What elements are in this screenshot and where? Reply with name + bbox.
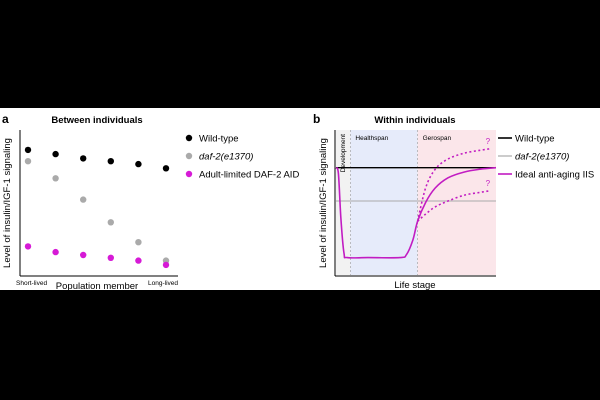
panel-a-x-axis-label: Population member: [56, 281, 138, 290]
point-daf-2-e1370-5: [135, 239, 142, 246]
point-wild-type-4: [107, 158, 115, 165]
panel-a-legend: Wild-type daf-2(e1370) Adult-limited DAF-2…: [185, 134, 299, 181]
legend-marker-adult-limited-daf-2-aid: [185, 170, 193, 178]
stage-label-development: Development: [340, 134, 347, 172]
stage-band-healthspan: [350, 130, 418, 275]
panel-b-title: Within individuals: [374, 115, 455, 126]
panel-a-y-axis-label: Level of insulin/IGF-1 signaling: [2, 138, 13, 268]
point-adult-limited-daf-2-aid-4: [107, 254, 115, 261]
panel-b-lines: ??: [335, 137, 497, 259]
panel-b-label: b: [313, 112, 320, 126]
stage-band-development: [336, 130, 351, 275]
panel-a-x-tick-short-lived: Short-lived: [16, 280, 47, 287]
figure-panel: a Between individuals Level of insulin/I…: [0, 108, 600, 292]
legend-label-wild-type: Wild-type: [515, 134, 555, 145]
point-daf-2-e1370-3: [80, 196, 87, 203]
point-adult-limited-daf-2-aid-5: [135, 257, 142, 264]
panel-b-y-axis-label: Level of insulin/IGF-1 signaling: [318, 138, 329, 268]
legend-label-daf-2-e1370: daf-2(e1370): [199, 152, 253, 163]
line-ideal-anti-aging-iis: [335, 166, 497, 259]
point-wild-type-1: [24, 146, 32, 154]
stage-label-healthspan: Healthspan: [355, 135, 388, 142]
point-daf-2-e1370-2: [52, 175, 59, 182]
point-wild-type-5: [135, 160, 142, 168]
point-daf-2-e1370-1: [24, 158, 32, 165]
line-ideal-anti-aging-iis-lower-uncertainty: [417, 190, 490, 222]
line-ideal-anti-aging-iis-upper-uncertainty: [416, 148, 490, 222]
legend-marker-daf-2-e1370: [185, 152, 193, 160]
point-adult-limited-daf-2-aid-2: [52, 248, 59, 256]
point-daf-2-e1370-4: [107, 219, 115, 226]
panel-b-legend: Wild-type daf-2(e1370) Ideal anti-aging II…: [498, 134, 594, 181]
stage-label-gerospan: Gerospan: [423, 135, 452, 142]
legend-label-ideal-anti-aging-iis: Ideal anti-aging IIS: [515, 170, 594, 181]
annotation-question-1: ?: [486, 137, 491, 146]
panel-a-title: Between individuals: [51, 115, 142, 126]
point-adult-limited-daf-2-aid-3: [80, 251, 87, 259]
annotation-question-2: ?: [486, 179, 491, 188]
panel-b-stage-bands: Development Healthspan Gerospan: [336, 130, 496, 275]
stage-band-gerospan: [417, 130, 496, 275]
legend-label-wild-type: Wild-type: [199, 134, 239, 145]
point-adult-limited-daf-2-aid-6: [162, 261, 170, 269]
legend-label-adult-limited-daf-2-aid: Adult-limited DAF-2 AID: [199, 170, 299, 181]
point-wild-type-6: [162, 165, 170, 172]
panel-a-label: a: [2, 112, 9, 126]
legend-label-daf-2-e1370: daf-2(e1370): [515, 152, 569, 163]
point-wild-type-3: [80, 155, 87, 162]
point-wild-type-2: [52, 150, 59, 158]
panel-a-x-tick-long-lived: Long-lived: [148, 280, 178, 287]
point-adult-limited-daf-2-aid-1: [24, 243, 32, 250]
legend-marker-wild-type: [185, 134, 193, 142]
panel-a-points: [24, 146, 170, 269]
figure-svg: a Between individuals Level of insulin/I…: [2, 112, 594, 292]
panel-b-x-axis-label: Life stage: [394, 280, 435, 290]
